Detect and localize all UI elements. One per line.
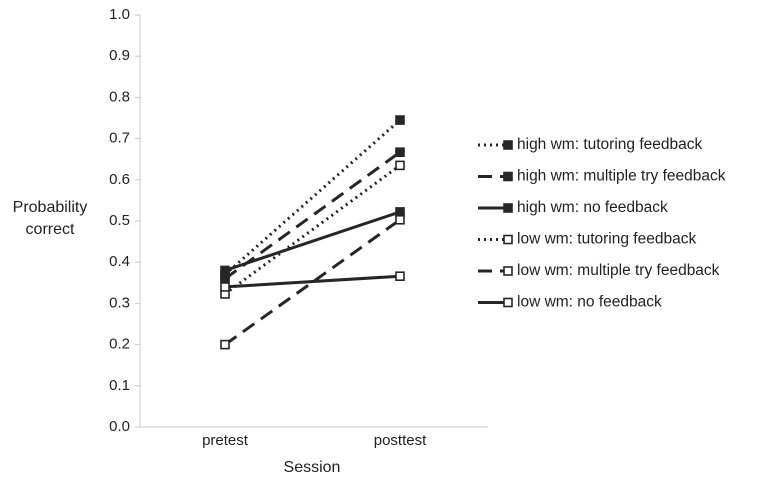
legend-marker bbox=[503, 234, 513, 245]
legend-marker bbox=[503, 171, 513, 182]
legend-label: low wm: tutoring feedback bbox=[517, 231, 696, 248]
marker bbox=[220, 265, 230, 276]
marker bbox=[395, 147, 405, 157]
marker bbox=[395, 160, 405, 171]
series-line bbox=[224, 218, 401, 346]
legend-label: high wm: tutoring feedback bbox=[517, 136, 702, 153]
y-axis-title: Probability correct bbox=[12, 199, 88, 238]
legend-marker bbox=[503, 140, 513, 150]
legend-marker bbox=[503, 266, 513, 276]
series-line bbox=[224, 150, 401, 280]
marker bbox=[395, 115, 405, 125]
legend-label: low wm: multiple try feedback bbox=[517, 262, 720, 279]
y-tick-label: 0.1 bbox=[109, 377, 130, 394]
marker bbox=[395, 214, 405, 225]
y-tick-label: 1.0 bbox=[109, 6, 130, 23]
y-axis-title-box: Probability correct bbox=[12, 199, 88, 238]
y-tick-label: 0.4 bbox=[109, 253, 130, 270]
marker bbox=[395, 271, 405, 282]
y-tick-label: 0.8 bbox=[109, 88, 130, 105]
y-tick-label: 0.2 bbox=[109, 336, 130, 353]
marker bbox=[220, 273, 230, 284]
y-tick-label: 0.9 bbox=[109, 47, 130, 64]
marker bbox=[220, 282, 230, 292]
x-tick-label: posttest bbox=[374, 432, 427, 449]
legend-marker bbox=[503, 297, 513, 308]
series-line bbox=[224, 274, 401, 289]
legend-label: high wm: no feedback bbox=[517, 199, 668, 216]
series-line bbox=[224, 210, 401, 272]
y-tick-label: 0.6 bbox=[109, 171, 130, 188]
legend-marker bbox=[503, 203, 513, 213]
legend-label: low wm: no feedback bbox=[517, 294, 662, 311]
marker bbox=[220, 339, 230, 350]
marker bbox=[395, 207, 405, 217]
legend-label: high wm: multiple try feedback bbox=[517, 168, 726, 185]
y-tick-label: 0.3 bbox=[109, 294, 130, 311]
x-axis-title: Session bbox=[284, 459, 341, 476]
y-tick-label: 0.5 bbox=[109, 212, 130, 229]
x-tick-label: pretest bbox=[202, 432, 249, 449]
series-line bbox=[224, 164, 401, 296]
series-line bbox=[224, 118, 401, 276]
y-tick-label: 0.7 bbox=[109, 130, 130, 147]
y-tick-label: 0.0 bbox=[109, 418, 130, 435]
